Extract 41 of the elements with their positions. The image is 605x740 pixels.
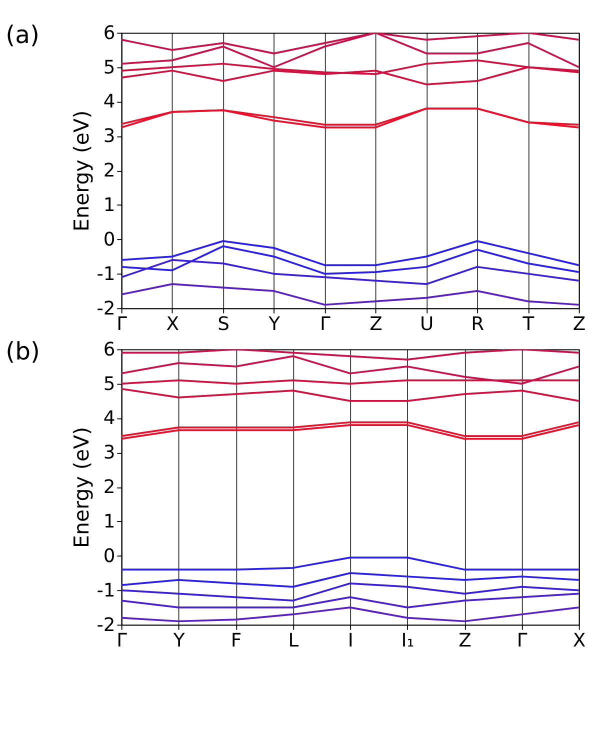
- x-tick-label: S: [218, 314, 230, 336]
- y-tick-label: -1: [96, 264, 116, 285]
- y-tick-label: 4: [103, 408, 116, 430]
- y-tick-label: 1: [103, 511, 116, 532]
- y-tick-label: 2: [103, 160, 116, 182]
- x-tick-label: F: [230, 630, 242, 652]
- y-tick-label: -2: [96, 298, 116, 320]
- y-tick-label: 0: [103, 546, 116, 567]
- y-tick-label: 5: [103, 374, 116, 395]
- x-tick-label: I₁: [401, 630, 414, 652]
- x-tick-label: U: [420, 314, 434, 336]
- chart-title: (a): [6, 20, 40, 50]
- y-axis-title: Energy (eV): [69, 426, 94, 548]
- y-tick-label: 2: [103, 477, 116, 498]
- y-tick-label: 1: [103, 194, 116, 216]
- x-tick-label: L: [288, 630, 300, 652]
- y-tick-label: 0: [103, 229, 116, 250]
- x-tick-label: X: [166, 314, 180, 336]
- x-tick-label: Γ: [116, 314, 128, 336]
- y-tick-label: 3: [103, 442, 116, 464]
- x-tick-label: Γ: [516, 630, 528, 652]
- y-tick-label: -1: [96, 580, 116, 602]
- x-tick-label: Z: [458, 630, 472, 652]
- x-tick-label: I: [348, 630, 354, 652]
- y-tick-label: 3: [103, 126, 116, 148]
- x-tick-label: Y: [172, 630, 186, 652]
- x-tick-label: X: [572, 630, 586, 652]
- x-tick-label: Z: [572, 314, 586, 336]
- y-tick-label: 6: [103, 339, 116, 360]
- x-tick-label: T: [522, 314, 535, 336]
- x-tick-label: Y: [268, 314, 281, 336]
- y-tick-label: 6: [103, 22, 116, 44]
- x-tick-label: Γ: [116, 630, 128, 652]
- y-tick-label: 5: [103, 57, 116, 78]
- chart-title: (b): [6, 336, 40, 366]
- y-tick-label: -2: [96, 614, 116, 636]
- x-tick-label: Γ: [320, 314, 331, 336]
- x-tick-label: Z: [370, 314, 382, 336]
- y-axis-title: Energy (eV): [69, 110, 94, 232]
- x-tick-label: R: [471, 314, 484, 336]
- y-tick-label: 4: [103, 92, 116, 113]
